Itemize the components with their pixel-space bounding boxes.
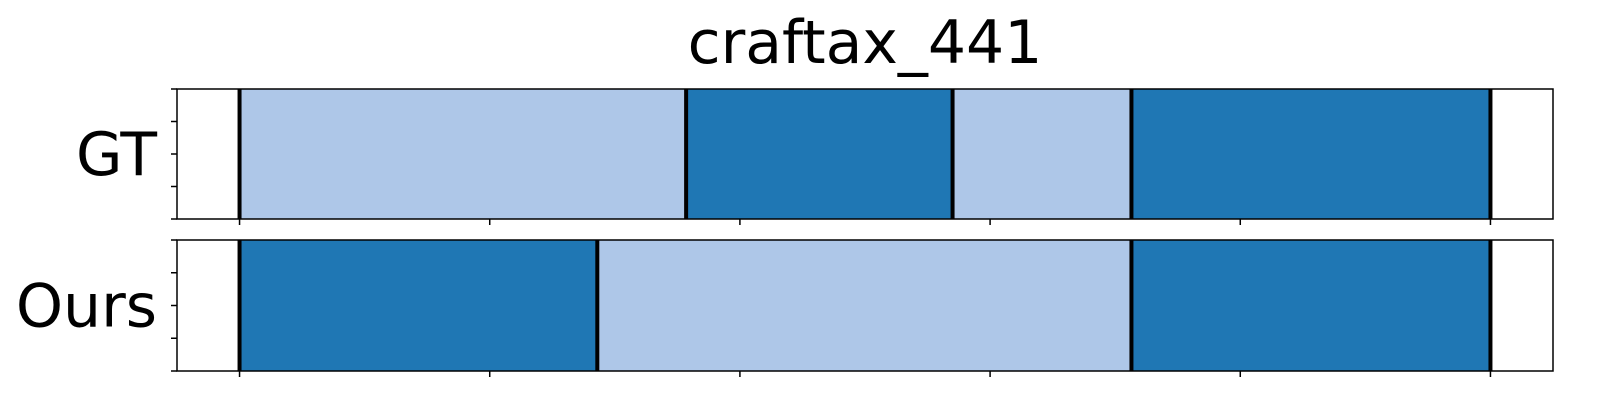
segment-ours-2: [1131, 240, 1491, 371]
row-label-gt: GT: [76, 120, 157, 190]
row-label-ours: Ours: [16, 272, 157, 342]
segment-gt-1: [686, 89, 953, 219]
segment-ours-1: [597, 240, 1132, 371]
chart-title: craftax_441: [688, 8, 1043, 78]
segment-gt-0: [239, 89, 687, 219]
segment-gt-2: [952, 89, 1132, 219]
segment-ours-0: [239, 240, 598, 371]
segment-gt-3: [1131, 89, 1491, 219]
plot-layer: GT Ours: [16, 88, 1554, 377]
